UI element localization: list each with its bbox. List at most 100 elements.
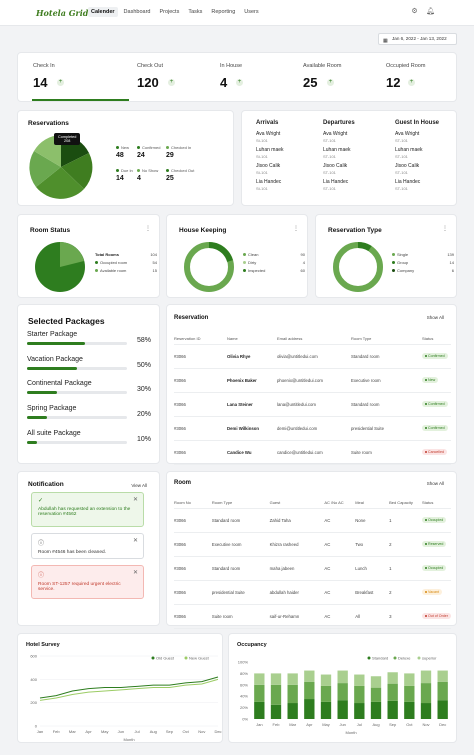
series-line-old-guest[interactable] [39, 676, 219, 699]
view-all-link[interactable]: View All [131, 483, 147, 488]
notification-info[interactable]: ⓘ ✕ Room #4546 has been cleaned. [31, 533, 144, 559]
table-row[interactable]: #3066 Olivia Rhye olivia@untitledui.com Sta… [174, 344, 451, 369]
date-range-picker[interactable]: ▦ Jan 6, 2022 - Jan 13, 2022 [378, 33, 457, 45]
nav-projects[interactable]: Projects [159, 9, 180, 15]
package-continental[interactable]: Continental Package 30% [27, 380, 151, 394]
reservation-type-donut[interactable] [330, 239, 386, 295]
table-row[interactable]: #3066 Standard room Zahid Taha AC None 1 Occup… [174, 508, 451, 533]
bar-standard[interactable] [320, 701, 332, 719]
bar-deluxe[interactable] [337, 683, 348, 701]
list-item[interactable]: Lia Handec ST-101 [323, 179, 385, 191]
bar-standard[interactable] [387, 700, 398, 719]
table-row[interactable]: #3066 Lana Steiner lana@untitledui.com Stan… [174, 392, 451, 417]
close-icon[interactable]: ✕ [132, 570, 138, 576]
close-icon[interactable]: ✕ [132, 497, 138, 503]
more-icon[interactable]: ⋮ [442, 226, 448, 232]
donut-ring-inspected[interactable] [208, 242, 233, 263]
plus-icon[interactable]: + [327, 79, 334, 86]
house-keeping-donut[interactable] [181, 239, 237, 295]
package-vacation[interactable]: Vacation Package 50% [27, 356, 151, 370]
gear-icon[interactable]: ⚙ [411, 8, 418, 15]
list-item[interactable]: Lia Handec ST-101 [395, 179, 457, 191]
bar-deluxe[interactable] [320, 685, 332, 702]
bar-superior[interactable] [270, 673, 282, 685]
list-item[interactable]: Ava Wright ST-101 [323, 131, 385, 143]
list-item[interactable]: Luhan maek ST-101 [395, 147, 457, 159]
more-icon[interactable]: ⋮ [145, 226, 151, 232]
bar-deluxe[interactable] [304, 681, 315, 700]
bar-standard[interactable] [370, 701, 382, 719]
notification-success[interactable]: ✓ ✕ Abdullah has requested an extension … [31, 492, 144, 527]
bar-superior[interactable] [337, 670, 348, 684]
package-spring[interactable]: Spring Package 20% [27, 405, 151, 419]
notification-error[interactable]: ⓘ ✕ Room ST-1257 required urgent electri… [31, 565, 144, 599]
nav-reporting[interactable]: Reporting [211, 9, 236, 15]
bar-deluxe[interactable] [254, 684, 265, 702]
bar-superior[interactable] [437, 670, 448, 682]
hotel-survey-line-chart[interactable]: Hotel Survey 0 200 400 600 Jan Feb Mar Apr May Jun… [18, 634, 224, 744]
show-all-link[interactable]: Show All [426, 481, 444, 486]
bar-deluxe[interactable] [354, 685, 365, 704]
occupancy-bar-chart[interactable]: Occupancy 0% 20% 40% 60% 80% 100% Jan Feb Mar Apr M… [229, 634, 458, 744]
bar-deluxe[interactable] [287, 684, 298, 704]
list-item[interactable]: Luhan maek ST-101 [323, 147, 385, 159]
list-item[interactable]: Jisoo Calik ST-101 [395, 163, 457, 175]
table-row[interactable]: #3066 Candice Wu candice@untitledui.com Sui… [174, 440, 451, 465]
bar-deluxe[interactable] [404, 685, 415, 702]
list-item[interactable]: Ava Wright St-101 [256, 131, 318, 143]
bar-superior[interactable] [304, 670, 315, 682]
list-item[interactable]: Lia Handec St-101 [256, 179, 318, 191]
table-row[interactable]: #3066 Suite room saif-ur-Rehamn AC All 3 Out o… [174, 604, 451, 629]
plus-icon[interactable]: + [168, 79, 175, 86]
table-row[interactable]: #3066 Phoenix Baker phoenix@untitledui.com… [174, 368, 451, 393]
list-item[interactable]: Ava Wright ST-101 [395, 131, 457, 143]
bar-standard[interactable] [337, 700, 348, 719]
bar-superior[interactable] [254, 673, 265, 685]
pie-slice[interactable] [36, 167, 84, 199]
bar-standard[interactable] [420, 703, 432, 719]
table-row[interactable]: #3066 Standard room maha jabeen AC Lunch 1 Occ… [174, 556, 451, 581]
table-row[interactable]: #3066 Demi Wilkinson demi@untitledui.com pr… [174, 416, 451, 441]
bar-standard[interactable] [437, 700, 448, 719]
bar-deluxe[interactable] [437, 681, 448, 701]
pie-slice[interactable] [29, 151, 61, 187]
bar-deluxe[interactable] [420, 683, 432, 704]
list-item[interactable]: Luhan maek St-101 [256, 147, 318, 159]
list-item[interactable]: Jisoo Calik St-101 [256, 163, 318, 175]
bar-deluxe[interactable] [387, 683, 398, 701]
nav-calender[interactable]: Calender [88, 7, 118, 17]
table-row[interactable]: #3066 Executive room Khizra rasheed AC Two 2 R… [174, 532, 451, 557]
bar-standard[interactable] [254, 701, 265, 719]
more-icon[interactable]: ⋮ [293, 226, 299, 232]
table-row[interactable]: #3066 presidential Suite abdullah haider AC… [174, 580, 451, 605]
bar-deluxe[interactable] [370, 687, 382, 702]
bar-superior[interactable] [320, 674, 332, 686]
bar-superior[interactable] [354, 674, 365, 686]
donut-ring-single[interactable] [333, 242, 383, 292]
bar-standard[interactable] [304, 699, 315, 719]
bell-icon[interactable]: 🔔︎ [426, 8, 435, 15]
pie-slice[interactable] [61, 153, 93, 189]
package-starter[interactable]: Starter Package 58% [27, 331, 151, 345]
bar-superior[interactable] [387, 672, 398, 684]
nav-dashboard[interactable]: Dashboard [123, 9, 151, 15]
list-item[interactable]: Jisoo Calik ST-101 [323, 163, 385, 175]
bar-superior[interactable] [287, 673, 298, 685]
plus-icon[interactable]: + [408, 79, 415, 86]
bar-standard[interactable] [287, 703, 298, 719]
pie-slice-available[interactable] [60, 242, 84, 267]
bar-standard[interactable] [270, 704, 282, 719]
nav-users[interactable]: Users [244, 9, 259, 15]
bar-superior[interactable] [420, 670, 432, 684]
plus-icon[interactable]: + [236, 79, 243, 86]
bar-deluxe[interactable] [270, 684, 282, 705]
close-icon[interactable]: ✕ [132, 538, 138, 544]
series-line-new-guest[interactable] [39, 678, 219, 701]
package-all-suite[interactable]: All suite Package 10% [27, 430, 151, 444]
app-logo[interactable]: Hotela Grid [36, 8, 89, 18]
plus-icon[interactable]: + [57, 79, 64, 86]
bar-standard[interactable] [354, 703, 365, 719]
show-all-link[interactable]: Show All [426, 315, 444, 320]
bar-superior[interactable] [404, 673, 415, 686]
nav-tasks[interactable]: Tasks [188, 9, 203, 15]
